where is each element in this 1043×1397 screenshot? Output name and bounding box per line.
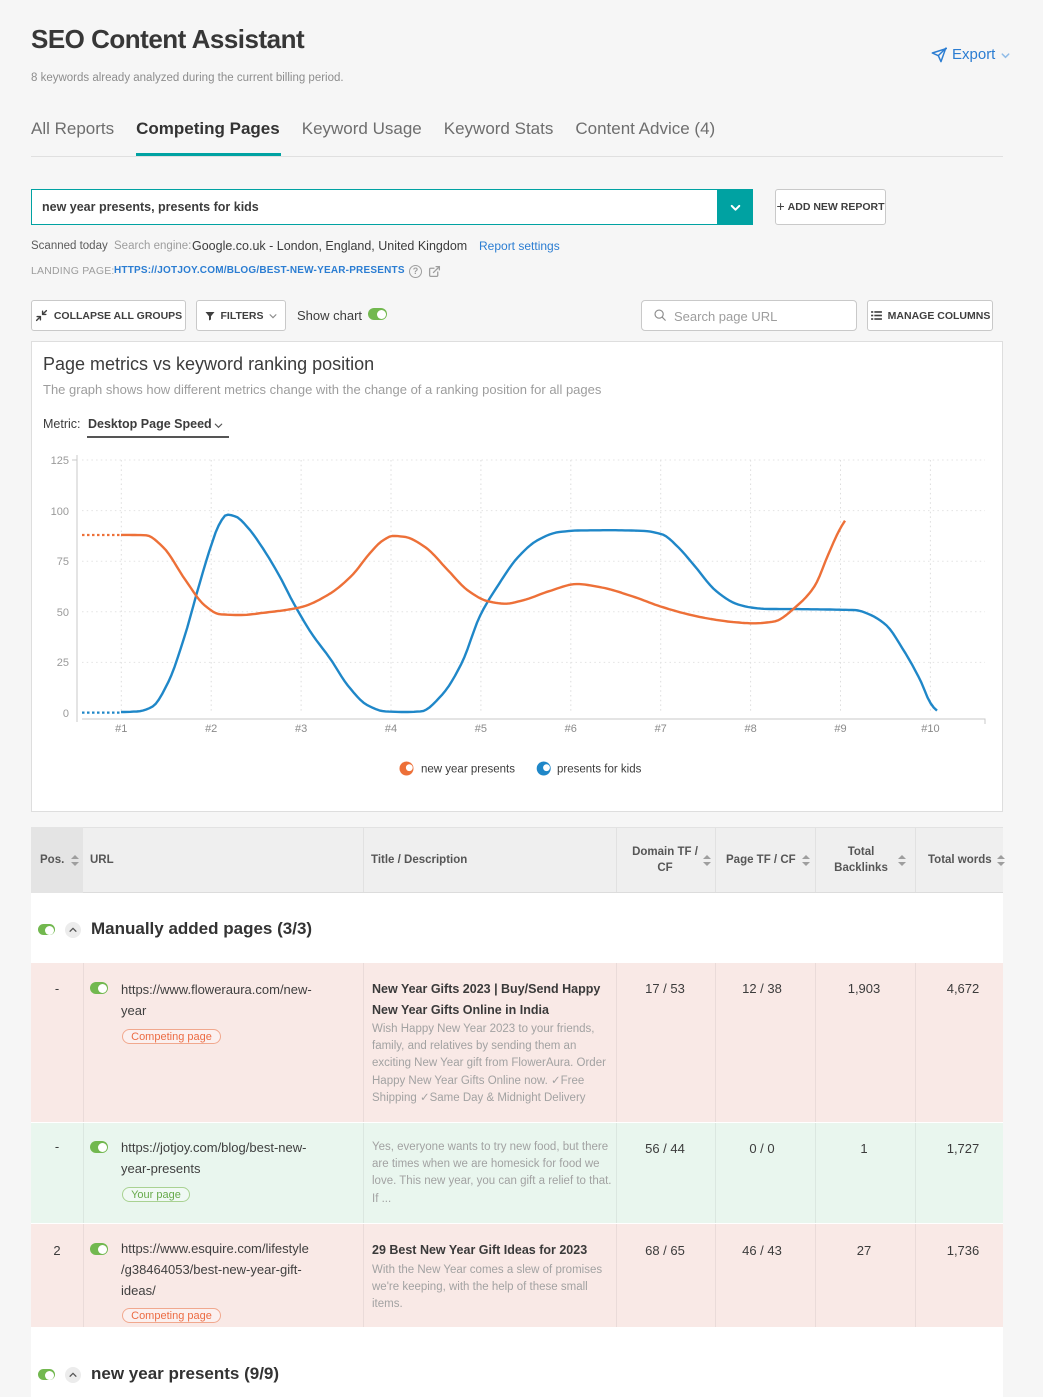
svg-text:#6: #6: [565, 723, 577, 735]
svg-text:#8: #8: [744, 723, 756, 735]
svg-text:presents for kids: presents for kids: [557, 764, 642, 776]
svg-text:#2: #2: [205, 723, 217, 735]
svg-text:new year presents: new year presents: [421, 764, 515, 776]
svg-text:100: 100: [51, 506, 69, 518]
svg-text:75: 75: [57, 556, 69, 568]
svg-text:#4: #4: [385, 723, 397, 735]
svg-text:#5: #5: [475, 723, 487, 735]
svg-text:#1: #1: [115, 723, 127, 735]
svg-text:125: 125: [51, 455, 69, 467]
svg-text:#3: #3: [295, 723, 307, 735]
svg-text:25: 25: [57, 657, 69, 669]
svg-text:50: 50: [57, 607, 69, 619]
svg-text:0: 0: [63, 708, 69, 720]
svg-text:#7: #7: [655, 723, 667, 735]
svg-text:#9: #9: [834, 723, 846, 735]
svg-text:#10: #10: [921, 723, 939, 735]
